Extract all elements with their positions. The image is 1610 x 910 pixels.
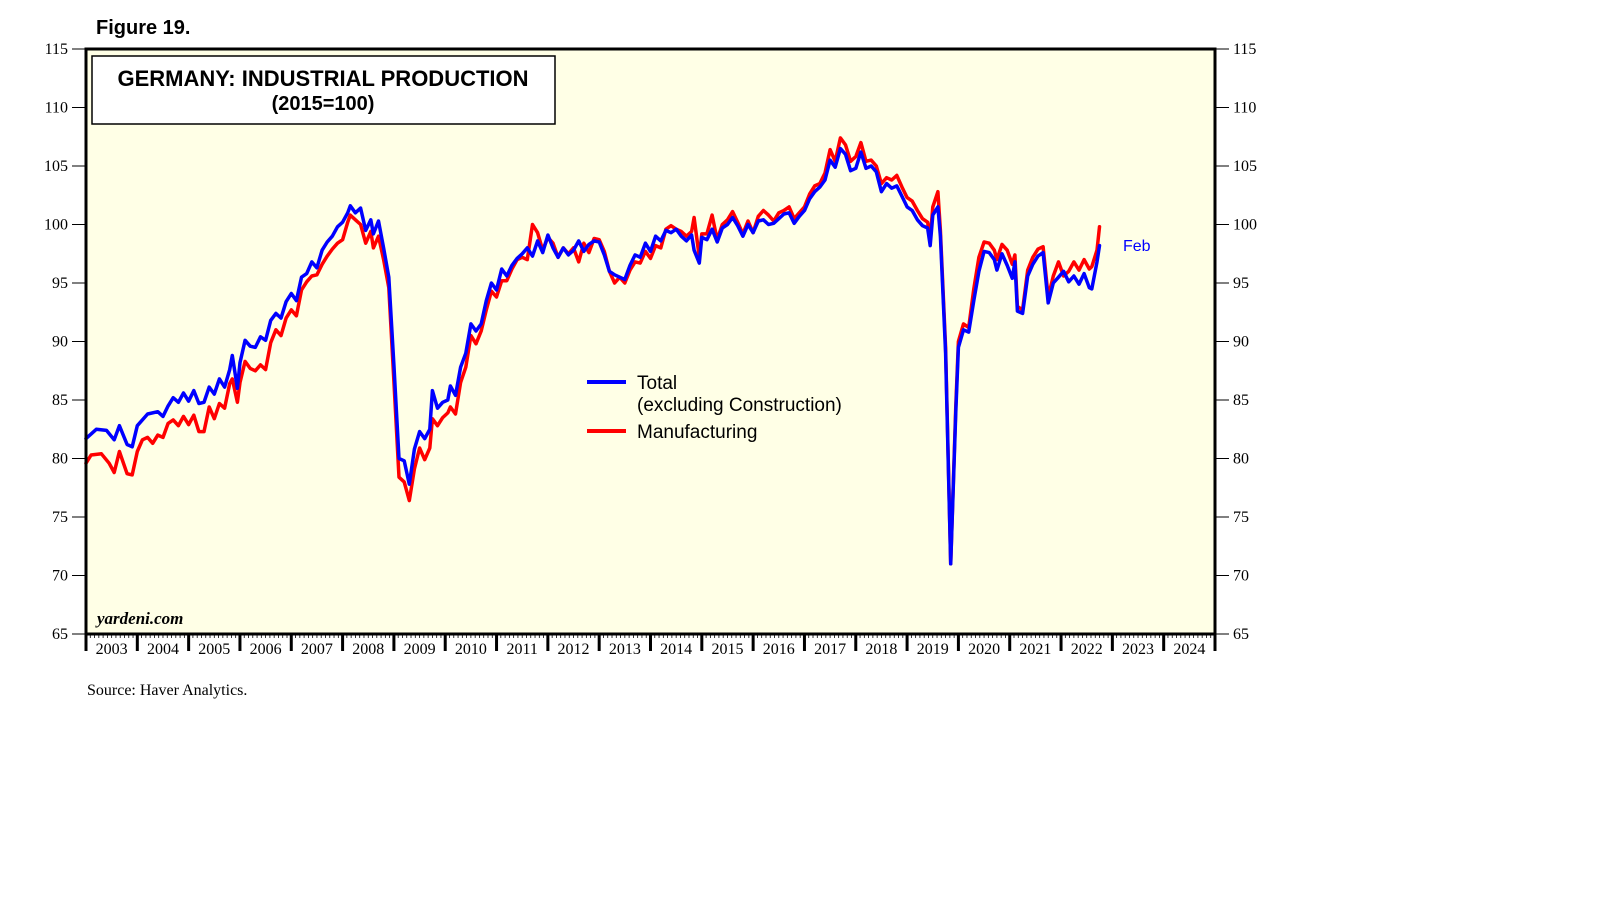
x-tick-label: 2014 <box>660 641 692 658</box>
x-tick-label: 2017 <box>814 641 846 658</box>
end-label-feb: Feb <box>1123 238 1151 255</box>
x-tick-label: 2007 <box>301 641 333 658</box>
plot-area <box>86 49 1215 634</box>
y-tick-label-right: 90 <box>1233 334 1249 351</box>
x-axis: 2003 2004 2005 2006 2007 2008 2009 2010 2011 2012… <box>84 634 1217 658</box>
x-tick-label: 2016 <box>763 641 795 658</box>
x-tick-label: 2012 <box>558 641 590 658</box>
y-tick-label-right: 105 <box>1233 158 1257 175</box>
series-lines <box>84 136 1102 566</box>
watermark: yardeni.com <box>95 609 183 628</box>
legend-label-manufacturing: Manufacturing <box>637 422 757 443</box>
title-box <box>91 55 556 125</box>
x-tick-label: 2005 <box>198 641 230 658</box>
x-tick-label: 2011 <box>507 641 538 658</box>
right-y-axis: 65 70 75 80 85 90 95 100 105 110 115 <box>1215 41 1257 643</box>
x-tick-label: 2023 <box>1122 641 1154 658</box>
y-tick-label-left: 75 <box>52 509 68 526</box>
legend-label-total-line2: (excluding Construction) <box>637 395 842 416</box>
chart-title: GERMANY: INDUSTRIAL PRODUCTION <box>117 66 528 91</box>
x-tick-label: 2022 <box>1071 641 1103 658</box>
legend: Total (excluding Construction) Manufactu… <box>587 373 842 443</box>
x-tick-label: 2018 <box>865 641 897 658</box>
y-tick-label-right: 65 <box>1233 626 1249 643</box>
x-tick-label: 2009 <box>404 641 436 658</box>
x-tick-label: 2013 <box>609 641 641 658</box>
y-tick-label-left: 110 <box>45 100 68 117</box>
x-tick-label: 2003 <box>96 641 128 658</box>
y-tick-label-right: 70 <box>1233 568 1249 585</box>
y-tick-label-right: 75 <box>1233 509 1249 526</box>
x-tick-label: 2024 <box>1173 641 1205 658</box>
figure-label: Figure 19. <box>96 17 190 39</box>
y-tick-label-right: 110 <box>1233 100 1256 117</box>
y-tick-label-left: 100 <box>44 217 68 234</box>
y-tick-label-left: 90 <box>52 334 68 351</box>
x-tick-label: 2004 <box>147 641 179 658</box>
left-y-axis: 65 70 75 80 85 90 95 100 105 110 115 <box>44 41 86 643</box>
series-line-total <box>84 146 1102 566</box>
y-tick-label-left: 105 <box>44 158 68 175</box>
y-tick-label-right: 95 <box>1233 275 1249 292</box>
y-tick-label-left: 115 <box>45 41 68 58</box>
y-tick-label-left: 85 <box>52 392 68 409</box>
legend-label-total: Total <box>637 373 677 394</box>
x-tick-label: 2010 <box>455 641 487 658</box>
y-tick-label-right: 85 <box>1233 392 1249 409</box>
y-tick-label-left: 65 <box>52 626 68 643</box>
y-tick-label-left: 70 <box>52 568 68 585</box>
x-tick-label: 2020 <box>968 641 1000 658</box>
y-tick-label-left: 80 <box>52 451 68 468</box>
y-tick-label-right: 100 <box>1233 217 1257 234</box>
x-tick-label: 2015 <box>711 641 743 658</box>
y-tick-label-left: 95 <box>52 275 68 292</box>
y-tick-label-right: 115 <box>1233 41 1256 58</box>
x-tick-label: 2008 <box>352 641 384 658</box>
y-tick-label-right: 80 <box>1233 451 1249 468</box>
x-tick-label: 2021 <box>1019 641 1051 658</box>
x-tick-label: 2019 <box>917 641 949 658</box>
x-tick-label: 2006 <box>250 641 282 658</box>
source-note: Source: Haver Analytics. <box>87 682 247 699</box>
chart-subtitle: (2015=100) <box>272 93 375 115</box>
